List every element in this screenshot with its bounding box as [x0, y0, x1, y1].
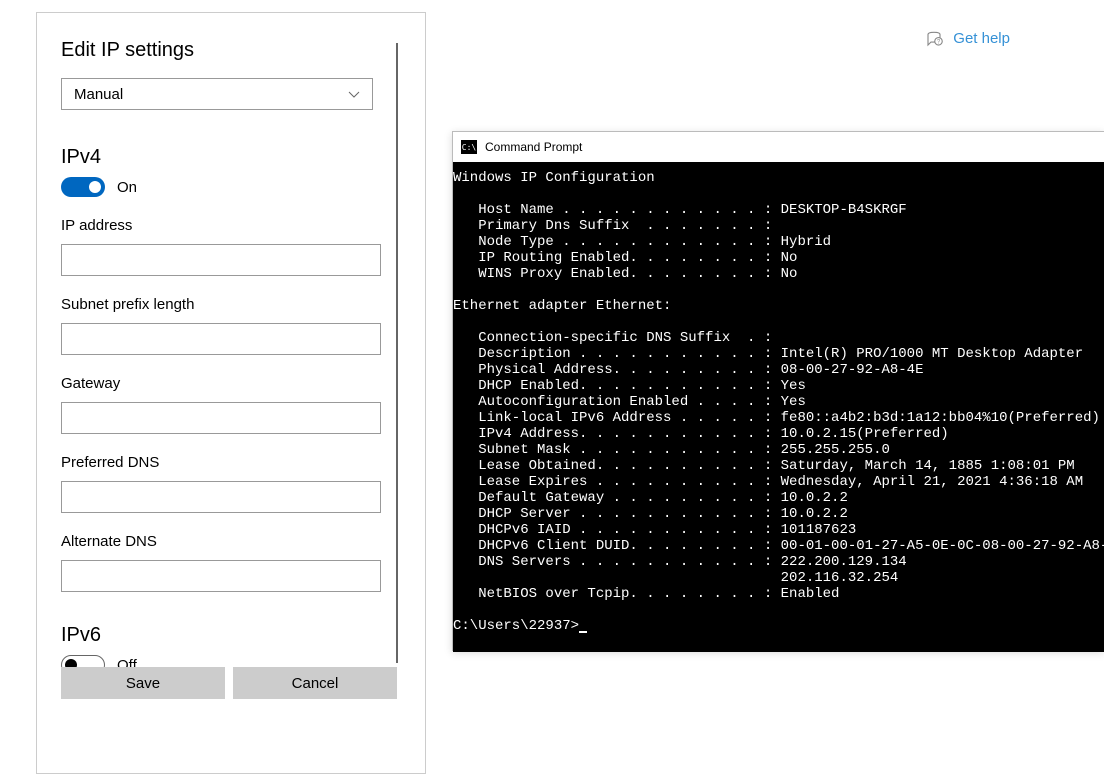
cmd-window-title: Command Prompt: [485, 140, 582, 154]
cmd-icon: C:\: [461, 140, 477, 154]
ipv4-heading: IPv4: [61, 146, 401, 169]
alt-dns-label: Alternate DNS: [61, 533, 401, 550]
chevron-down-icon: [348, 91, 360, 98]
edit-ip-settings-dialog: Edit IP settings Manual IPv4 On IP addre…: [36, 12, 426, 774]
ip-mode-value: Manual: [74, 86, 123, 103]
cmd-titlebar[interactable]: C:\ Command Prompt: [453, 132, 1104, 162]
scrollbar[interactable]: [396, 43, 398, 663]
ip-mode-select[interactable]: Manual: [61, 78, 373, 110]
get-help-link[interactable]: ? Get help: [925, 30, 1010, 47]
gateway-input[interactable]: [61, 402, 381, 434]
dialog-title: Edit IP settings: [61, 39, 401, 62]
cancel-button[interactable]: Cancel: [233, 667, 397, 699]
alt-dns-input[interactable]: [61, 560, 381, 592]
gateway-label: Gateway: [61, 375, 401, 392]
get-help-label: Get help: [953, 30, 1010, 47]
ipv6-heading: IPv6: [61, 624, 401, 647]
help-icon: ?: [925, 31, 943, 47]
save-button[interactable]: Save: [61, 667, 225, 699]
ipv4-toggle[interactable]: [61, 177, 105, 197]
pref-dns-label: Preferred DNS: [61, 454, 401, 471]
ip-address-input[interactable]: [61, 244, 381, 276]
subnet-input[interactable]: [61, 323, 381, 355]
ipv4-toggle-label: On: [117, 179, 137, 196]
cmd-output[interactable]: Windows IP Configuration Host Name . . .…: [453, 162, 1104, 652]
toggle-knob: [89, 181, 101, 193]
command-prompt-window: C:\ Command Prompt Windows IP Configurat…: [452, 131, 1104, 651]
subnet-label: Subnet prefix length: [61, 296, 401, 313]
pref-dns-input[interactable]: [61, 481, 381, 513]
ip-address-label: IP address: [61, 217, 401, 234]
